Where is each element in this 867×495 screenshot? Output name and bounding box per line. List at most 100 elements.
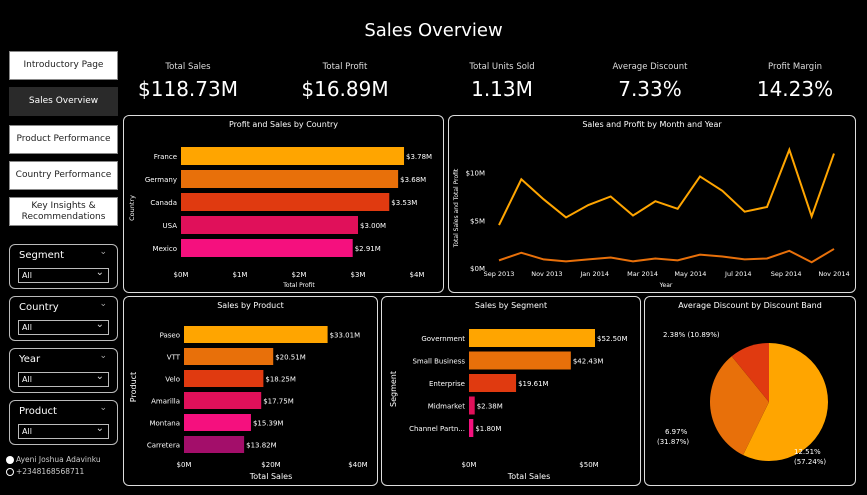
category-label: Paseo — [160, 332, 180, 340]
bar — [184, 414, 251, 431]
chevron-down-icon: ⌄ — [95, 319, 104, 330]
x-tick-label: $3M — [351, 271, 366, 279]
data-label: $3.53M — [391, 199, 417, 207]
category-label: Montana — [149, 420, 180, 428]
kpi-label: Total Sales — [165, 62, 211, 72]
chart-title: Sales by Segment — [474, 301, 548, 310]
x-tick-label: $2M — [292, 271, 307, 279]
series-line — [498, 248, 835, 264]
x-tick-label: May 2014 — [674, 270, 706, 278]
bar — [469, 419, 474, 437]
dropdown-value: All — [22, 323, 32, 332]
bar — [184, 326, 328, 343]
dropdown-value: All — [22, 271, 32, 280]
nav-introductory-page[interactable]: Introductory Page — [9, 51, 118, 80]
category-label: Velo — [165, 376, 180, 384]
data-label: $3.78M — [406, 153, 432, 161]
series-line — [498, 146, 835, 226]
bar — [184, 392, 262, 409]
nav-key-insights[interactable]: Key Insights & Recommendations — [9, 197, 118, 226]
bar — [469, 396, 475, 415]
bar — [469, 351, 571, 370]
slice-label: 12.51% — [794, 448, 821, 456]
category-label: Carretera — [147, 442, 180, 450]
whatsapp-icon — [6, 468, 14, 476]
chevron-down-icon[interactable]: ⌄ — [99, 351, 107, 361]
data-label: $18.25M — [265, 376, 296, 384]
x-axis-label: Total Sales — [507, 472, 551, 481]
data-label: $20.51M — [275, 354, 306, 362]
y-axis-label: Country — [128, 195, 136, 221]
kpi-value: 1.13M — [471, 77, 533, 101]
data-label: $17.75M — [263, 398, 294, 406]
kpi-label: Total Profit — [322, 62, 368, 72]
category-label: France — [154, 153, 177, 161]
sales-by-product-panel: Sales by Product Paseo $33.01M VTT $20.51M V… — [123, 296, 378, 486]
data-label: $13.82M — [246, 442, 277, 450]
bar — [181, 147, 405, 165]
discount-band-chart: 12.51% (57.24%) 6.97% (31.87%) 2.38% (10.89%… — [657, 331, 828, 466]
year-dropdown[interactable]: All ⌄ — [18, 371, 109, 387]
y-axis-label: Segment — [389, 371, 398, 407]
nav-product-performance[interactable]: Product Performance — [9, 125, 118, 154]
linkedin-icon — [6, 456, 14, 464]
data-label: $52.50M — [597, 335, 628, 343]
data-label: $1.80M — [475, 425, 501, 433]
bar — [181, 170, 399, 188]
nav-sales-overview[interactable]: Sales Overview — [9, 87, 118, 116]
x-tick-label: $1M — [233, 271, 248, 279]
y-axis-label: Total Sales and Total Profit — [453, 168, 460, 248]
profit-sales-country-chart: France $3.78M Germany $3.68M Canada $3.53M USA… — [128, 147, 432, 289]
kpi-value: $16.89M — [301, 77, 389, 101]
category-label: Enterprise — [429, 380, 465, 388]
x-tick-label: $0M — [174, 271, 189, 279]
segment-dropdown[interactable]: All ⌄ — [18, 267, 109, 283]
product-slicer[interactable]: Product ⌄ All ⌄ — [9, 400, 118, 445]
kpi-value: 14.23% — [756, 77, 834, 101]
sales-by-segment-panel: Sales by Segment Government $52.50M Small … — [381, 296, 641, 486]
chart-title: Average Discount by Discount Band — [678, 301, 822, 310]
kpi-label: Total Units Sold — [469, 62, 535, 72]
bar — [181, 193, 390, 211]
category-label: Small Business — [412, 358, 465, 366]
sales-profit-month-chart: $0M $5M $10M Sep 2013 Nov 2013 Jan 2014 Mar 20… — [453, 146, 850, 289]
product-dropdown[interactable]: All ⌄ — [18, 423, 109, 439]
x-axis-label: Total Sales — [249, 472, 293, 481]
chevron-down-icon[interactable]: ⌄ — [99, 299, 107, 309]
x-axis-label: Total Profit — [282, 282, 315, 289]
slice-label: (57.24%) — [794, 458, 826, 466]
kpi-value: $118.73M — [138, 77, 238, 101]
data-label: $42.43M — [573, 358, 604, 366]
slicer-label: Country — [19, 302, 59, 313]
chevron-down-icon[interactable]: ⌄ — [99, 247, 107, 257]
data-label: $19.61M — [518, 380, 549, 388]
data-label: $3.00M — [360, 222, 386, 230]
x-axis-label: Year — [659, 282, 673, 289]
slicer-label: Segment — [19, 250, 64, 261]
slice-label: (31.87%) — [657, 438, 689, 446]
data-label: $2.38M — [477, 403, 503, 411]
x-tick-label: $50M — [579, 461, 598, 469]
bar — [184, 370, 264, 387]
category-label: Germany — [145, 176, 177, 184]
discount-band-panel: Average Discount by Discount Band 12.51%… — [644, 296, 856, 486]
category-label: Amarilla — [151, 398, 180, 406]
category-label: Midmarket — [428, 403, 466, 411]
pie-slice — [731, 343, 769, 402]
kpi-label: Profit Margin — [768, 62, 822, 72]
segment-slicer[interactable]: Segment ⌄ All ⌄ — [9, 244, 118, 289]
author-phone: +2348168568711 — [16, 467, 85, 476]
category-label: VTT — [167, 354, 181, 362]
x-tick-label: Jan 2014 — [579, 270, 609, 278]
country-dropdown[interactable]: All ⌄ — [18, 319, 109, 335]
slice-label: 6.97% — [665, 428, 688, 436]
country-slicer[interactable]: Country ⌄ All ⌄ — [9, 296, 118, 341]
chevron-down-icon[interactable]: ⌄ — [99, 403, 107, 413]
category-label: Government — [421, 335, 465, 343]
nav-country-performance[interactable]: Country Performance — [9, 161, 118, 190]
y-axis-label: Product — [129, 372, 138, 402]
dropdown-value: All — [22, 375, 32, 384]
year-slicer[interactable]: Year ⌄ All ⌄ — [9, 348, 118, 393]
x-tick-label: $0M — [177, 461, 192, 469]
sales-by-segment-chart: Government $52.50M Small Business $42.43M En… — [389, 329, 628, 481]
